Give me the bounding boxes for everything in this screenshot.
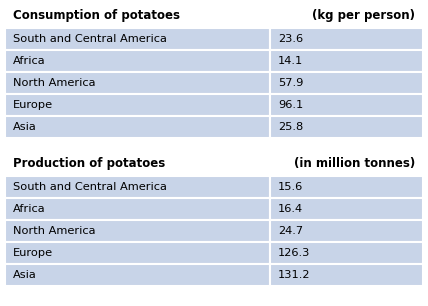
Text: North America: North America [13,226,95,236]
Text: 126.3: 126.3 [278,248,310,258]
Text: 23.6: 23.6 [278,34,303,44]
Text: Production of potatoes: Production of potatoes [13,156,165,170]
Text: Asia: Asia [13,270,37,280]
Text: Europe: Europe [13,100,53,110]
Text: Europe: Europe [13,248,53,258]
Text: North America: North America [13,78,95,88]
Text: 15.6: 15.6 [278,182,303,192]
Text: 16.4: 16.4 [278,204,303,214]
Text: South and Central America: South and Central America [13,34,167,44]
Text: Consumption of potatoes: Consumption of potatoes [13,9,180,21]
Text: 57.9: 57.9 [278,78,303,88]
Text: Asia: Asia [13,122,37,132]
Text: 96.1: 96.1 [278,100,303,110]
Text: 131.2: 131.2 [278,270,310,280]
Text: South and Central America: South and Central America [13,182,167,192]
Text: Africa: Africa [13,204,46,214]
Text: (in million tonnes): (in million tonnes) [294,156,415,170]
Text: (kg per person): (kg per person) [312,9,415,21]
Text: Africa: Africa [13,56,46,66]
Text: 14.1: 14.1 [278,56,303,66]
Text: 24.7: 24.7 [278,226,303,236]
Text: 25.8: 25.8 [278,122,303,132]
